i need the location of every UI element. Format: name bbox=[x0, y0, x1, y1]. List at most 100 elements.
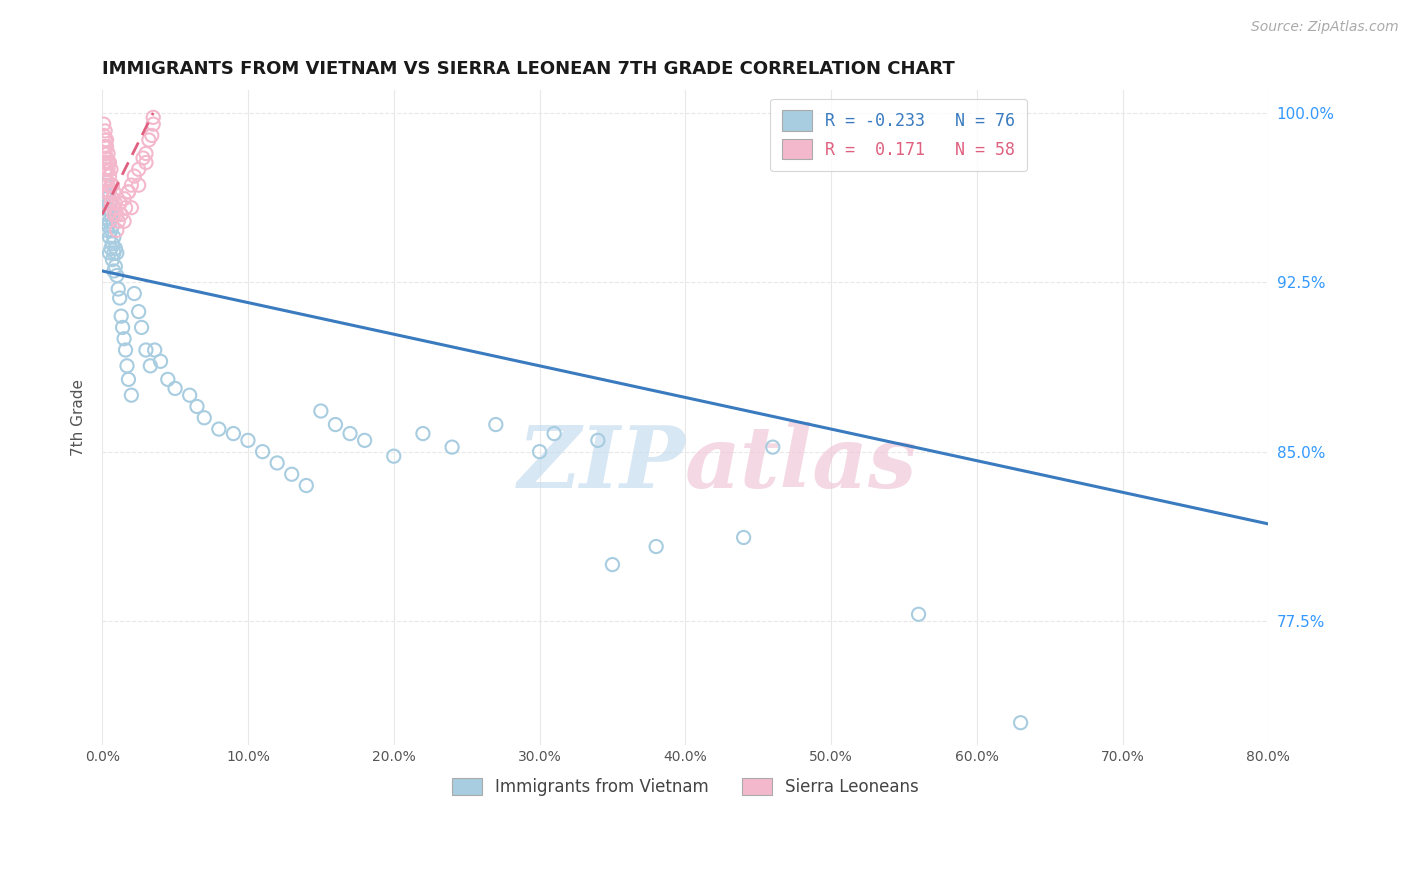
Point bbox=[1010, 715, 1032, 730]
Point bbox=[98, 196, 121, 211]
Point bbox=[98, 230, 121, 244]
Point bbox=[96, 151, 118, 165]
Point bbox=[96, 133, 118, 147]
Point bbox=[97, 201, 120, 215]
Point bbox=[93, 207, 115, 221]
Point bbox=[103, 264, 125, 278]
Point bbox=[103, 185, 125, 199]
Point bbox=[96, 173, 118, 187]
Point bbox=[149, 354, 172, 368]
Point bbox=[93, 140, 115, 154]
Point bbox=[179, 388, 201, 402]
Point bbox=[115, 359, 138, 373]
Point bbox=[110, 207, 132, 221]
Point bbox=[139, 359, 162, 373]
Point bbox=[97, 146, 120, 161]
Point bbox=[208, 422, 231, 436]
Point bbox=[128, 304, 150, 318]
Point bbox=[222, 426, 245, 441]
Point bbox=[645, 540, 668, 554]
Point bbox=[108, 196, 131, 211]
Point bbox=[120, 201, 142, 215]
Point bbox=[100, 223, 122, 237]
Point bbox=[105, 246, 128, 260]
Point bbox=[105, 223, 128, 237]
Point bbox=[112, 332, 135, 346]
Point bbox=[108, 291, 131, 305]
Point bbox=[96, 223, 118, 237]
Point bbox=[100, 241, 122, 255]
Point bbox=[135, 155, 157, 169]
Point bbox=[101, 192, 124, 206]
Point bbox=[143, 343, 166, 357]
Point bbox=[98, 214, 121, 228]
Point bbox=[441, 440, 464, 454]
Point bbox=[165, 381, 187, 395]
Point bbox=[101, 178, 124, 193]
Point bbox=[135, 146, 157, 161]
Point bbox=[104, 196, 127, 211]
Point bbox=[295, 478, 318, 492]
Point bbox=[309, 404, 332, 418]
Text: IMMIGRANTS FROM VIETNAM VS SIERRA LEONEAN 7TH GRADE CORRELATION CHART: IMMIGRANTS FROM VIETNAM VS SIERRA LEONEA… bbox=[103, 60, 955, 78]
Point bbox=[103, 207, 125, 221]
Point bbox=[529, 444, 551, 458]
Point bbox=[97, 162, 120, 177]
Point bbox=[93, 196, 115, 211]
Point bbox=[105, 207, 128, 221]
Point bbox=[93, 128, 115, 143]
Point bbox=[156, 372, 179, 386]
Point bbox=[733, 531, 755, 545]
Point bbox=[114, 343, 136, 357]
Point bbox=[100, 162, 122, 177]
Point bbox=[94, 146, 117, 161]
Point bbox=[94, 162, 117, 177]
Point bbox=[117, 372, 139, 386]
Point bbox=[128, 162, 150, 177]
Point bbox=[108, 196, 131, 211]
Point bbox=[94, 173, 117, 187]
Point bbox=[98, 246, 121, 260]
Point bbox=[107, 214, 129, 228]
Point bbox=[94, 178, 117, 193]
Point bbox=[382, 449, 405, 463]
Point bbox=[138, 133, 160, 147]
Point bbox=[103, 230, 125, 244]
Point bbox=[124, 286, 146, 301]
Point bbox=[101, 219, 124, 233]
Point bbox=[94, 140, 117, 154]
Point bbox=[117, 185, 139, 199]
Point bbox=[93, 117, 115, 131]
Point bbox=[100, 178, 122, 193]
Point bbox=[193, 410, 215, 425]
Point bbox=[120, 388, 142, 402]
Point bbox=[485, 417, 508, 432]
Text: Source: ZipAtlas.com: Source: ZipAtlas.com bbox=[1251, 20, 1399, 34]
Point bbox=[112, 214, 135, 228]
Point bbox=[97, 178, 120, 193]
Point bbox=[186, 400, 208, 414]
Point bbox=[94, 155, 117, 169]
Point bbox=[266, 456, 288, 470]
Point bbox=[96, 207, 118, 221]
Point bbox=[117, 185, 139, 199]
Point bbox=[96, 192, 118, 206]
Point bbox=[339, 426, 361, 441]
Point bbox=[94, 133, 117, 147]
Point bbox=[104, 260, 127, 274]
Point bbox=[96, 162, 118, 177]
Point bbox=[98, 155, 121, 169]
Point bbox=[94, 162, 117, 177]
Point bbox=[101, 252, 124, 267]
Point bbox=[93, 214, 115, 228]
Point bbox=[114, 201, 136, 215]
Point bbox=[97, 155, 120, 169]
Point bbox=[280, 467, 302, 482]
Point bbox=[325, 417, 347, 432]
Point bbox=[100, 207, 122, 221]
Point bbox=[353, 434, 375, 448]
Point bbox=[236, 434, 259, 448]
Point bbox=[105, 268, 128, 283]
Y-axis label: 7th Grade: 7th Grade bbox=[72, 379, 86, 457]
Point bbox=[132, 151, 155, 165]
